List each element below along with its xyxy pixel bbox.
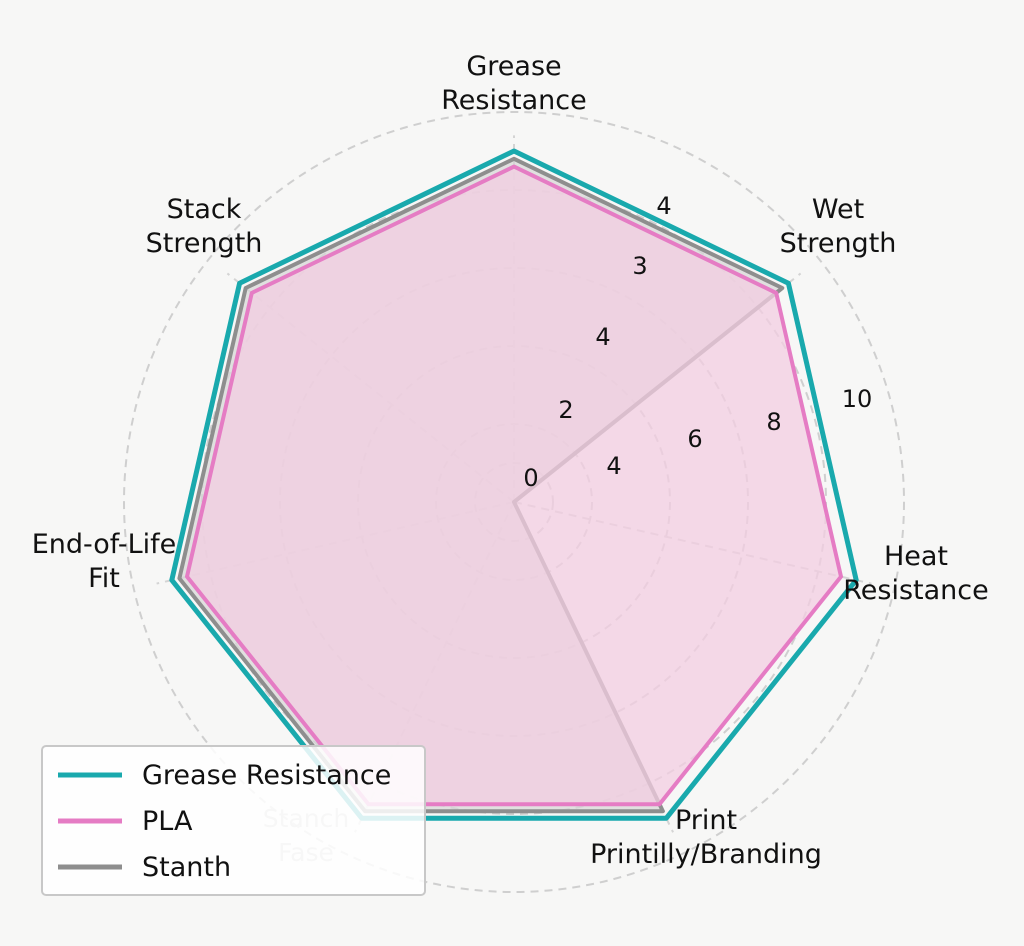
axis-label: Wet Strength (780, 194, 897, 259)
tick-label: 8 (766, 408, 781, 436)
axis-label-line: Heat (884, 541, 948, 572)
grid-circle (123, 111, 905, 893)
axis-label-line: Stack (167, 194, 242, 225)
axis-label-line: Printilly/Branding (590, 839, 822, 870)
tick-label: 10 (842, 385, 873, 413)
axis-label: Heat Resistance (843, 541, 989, 606)
axis-label: Print Printilly/Branding (590, 805, 822, 870)
axis-label-line: End-of-Life (32, 529, 177, 560)
radial-ticks: 0 2 4 3 4 4 6 8 10 (523, 192, 872, 492)
axis-label-line: Resistance (843, 575, 989, 606)
radar-series (169, 148, 859, 821)
axis-label: Grease Resistance (441, 51, 587, 116)
legend: Grease Resistance PLA Stanth (41, 745, 426, 896)
tick-label: 4 (595, 323, 610, 351)
axis-label-line: Strength (780, 228, 897, 259)
legend-entry: PLA (142, 806, 193, 837)
legend-entry: Stanth (142, 852, 231, 883)
axis-label-line: Grease (466, 51, 561, 82)
axis-label-line: Fit (88, 563, 120, 594)
legend-box (41, 745, 426, 896)
tick-label: 4 (656, 192, 671, 220)
axis-label-line: Print (675, 805, 737, 836)
tick-label: 6 (687, 425, 702, 453)
axis-label-line: Resistance (441, 85, 587, 116)
series-grease-resistance (169, 148, 859, 821)
tick-label: 0 (523, 464, 538, 492)
axis-label: Stack Strength (146, 194, 263, 259)
axis-label: End-of-Life Fit (32, 529, 177, 594)
tick-label: 4 (606, 452, 621, 480)
axis-label-line: Strength (146, 228, 263, 259)
tick-label: 2 (558, 396, 573, 424)
axis-label-line: Wet (812, 194, 864, 225)
legend-entry: Grease Resistance (142, 760, 391, 791)
tick-label: 3 (632, 252, 647, 280)
series-pla (185, 164, 843, 807)
